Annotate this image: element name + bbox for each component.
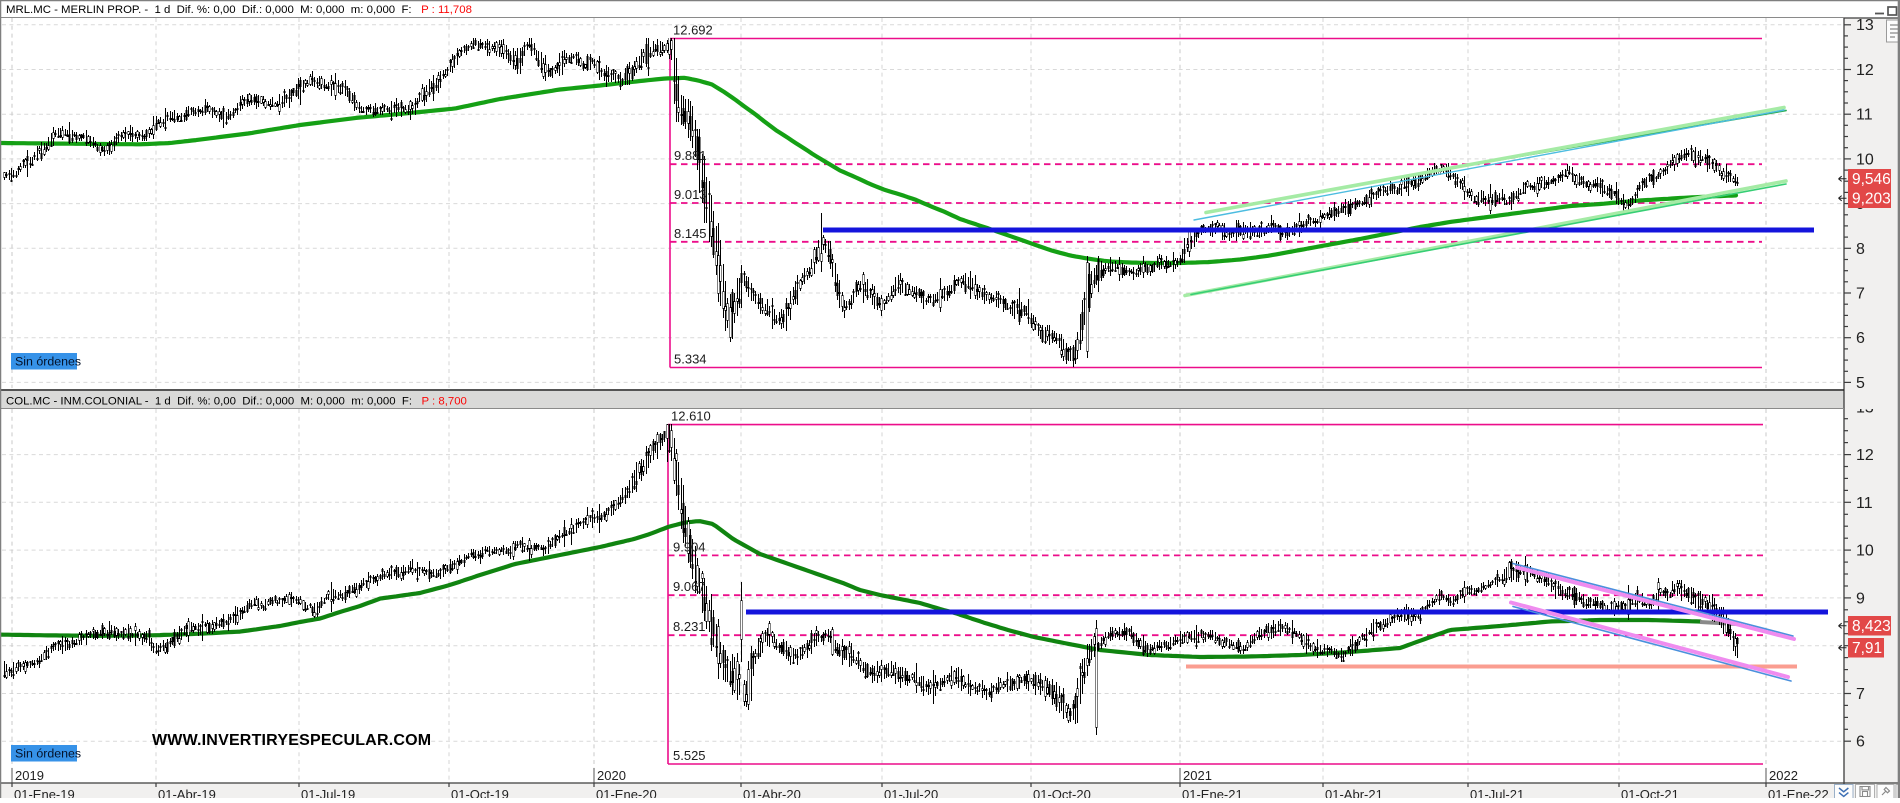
svg-text:01-Oct-21: 01-Oct-21 [1621, 787, 1679, 798]
svg-text:7,91: 7,91 [1852, 640, 1882, 657]
svg-text:01-Abr-20: 01-Abr-20 [743, 787, 801, 798]
svg-text:2021: 2021 [1183, 768, 1212, 783]
svg-text:7: 7 [1856, 686, 1865, 703]
svg-text:WWW.INVERTIRYESPECULAR.COM: WWW.INVERTIRYESPECULAR.COM [152, 732, 431, 749]
svg-text:2019: 2019 [15, 768, 44, 783]
svg-text:01-Jul-19: 01-Jul-19 [301, 787, 355, 798]
svg-text:6: 6 [1856, 330, 1865, 347]
svg-text:MRL.MC - MERLIN PROP. - 1 d: MRL.MC - MERLIN PROP. - 1 d Dif. %: 0,00… [6, 4, 472, 16]
svg-text:COL.MC - INM.COLONIAL - 1 d: COL.MC - INM.COLONIAL - 1 d Dif. %: 0,00… [6, 396, 467, 408]
svg-text:01-Ene-20: 01-Ene-20 [596, 787, 657, 798]
svg-text:5.525: 5.525 [673, 748, 706, 763]
svg-text:2020: 2020 [597, 768, 626, 783]
svg-text:Sin órdenes: Sin órdenes [15, 355, 81, 369]
svg-text:12.610: 12.610 [671, 409, 711, 424]
svg-text:10: 10 [1856, 543, 1874, 560]
svg-text:5.334: 5.334 [674, 352, 707, 367]
svg-text:9,203: 9,203 [1852, 191, 1891, 208]
svg-text:01-Abr-21: 01-Abr-21 [1325, 787, 1383, 798]
svg-text:Sin órdenes: Sin órdenes [15, 747, 81, 761]
svg-text:01-Jul-20: 01-Jul-20 [884, 787, 938, 798]
svg-text:6: 6 [1856, 734, 1865, 751]
svg-text:13: 13 [1856, 17, 1874, 34]
svg-text:7: 7 [1856, 286, 1865, 303]
svg-text:01-Ene-21: 01-Ene-21 [1182, 787, 1243, 798]
svg-text:9.013: 9.013 [674, 187, 707, 202]
svg-text:9.067: 9.067 [673, 579, 706, 594]
svg-text:8: 8 [1856, 241, 1865, 258]
svg-text:9.881: 9.881 [674, 148, 707, 163]
svg-text:01-Oct-20: 01-Oct-20 [1033, 787, 1091, 798]
svg-text:8.145: 8.145 [674, 226, 707, 241]
svg-text:11: 11 [1856, 495, 1873, 512]
svg-text:9: 9 [1856, 590, 1865, 607]
svg-text:01-Jul-21: 01-Jul-21 [1470, 787, 1524, 798]
svg-text:2022: 2022 [1769, 768, 1798, 783]
svg-text:01-Abr-19: 01-Abr-19 [158, 787, 216, 798]
svg-text:5: 5 [1856, 375, 1865, 392]
svg-text:11: 11 [1856, 107, 1873, 124]
svg-text:12: 12 [1856, 447, 1874, 464]
svg-text:9.904: 9.904 [673, 539, 706, 554]
svg-text:8.231: 8.231 [673, 619, 706, 634]
svg-text:8,423: 8,423 [1852, 618, 1891, 635]
svg-text:01-Oct-19: 01-Oct-19 [451, 787, 509, 798]
svg-text:01-Ene-22: 01-Ene-22 [1768, 787, 1829, 798]
svg-text:10: 10 [1856, 151, 1874, 168]
svg-text:12.692: 12.692 [673, 23, 713, 38]
svg-text:12: 12 [1856, 62, 1874, 79]
svg-text:01-Ene-19: 01-Ene-19 [14, 787, 75, 798]
svg-text:9,546: 9,546 [1852, 171, 1891, 188]
